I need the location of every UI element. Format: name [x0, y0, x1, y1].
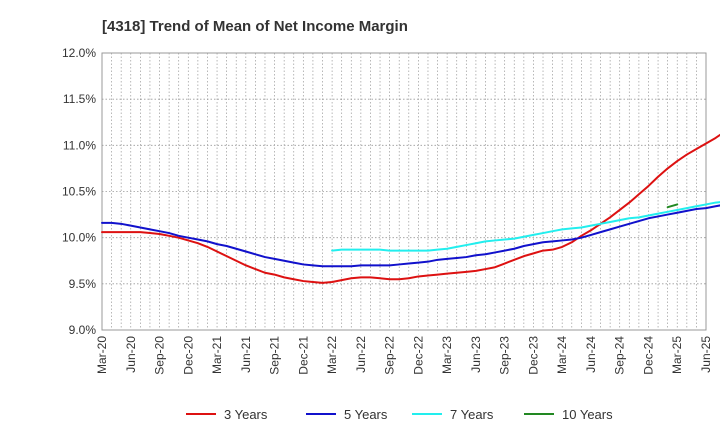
y-tick-label: 9.0%: [69, 323, 97, 337]
legend-item-3-years: 3 Years: [186, 407, 268, 422]
x-tick-label: Dec-20: [181, 336, 195, 375]
x-tick-label: Jun-23: [469, 336, 483, 373]
series-lines: [101, 133, 720, 284]
legend-item-5-years: 5 Years: [306, 407, 388, 422]
legend-item-7-years: 7 Years: [412, 407, 494, 422]
x-tick-label: Sep-20: [153, 336, 167, 375]
y-tick-label: 10.0%: [62, 231, 96, 245]
legend-label: 5 Years: [344, 407, 388, 422]
y-tick-label: 12.0%: [62, 46, 96, 60]
legend: 3 Years 5 Years 7 Years 10 Years: [186, 407, 613, 422]
x-tick-label: Dec-23: [526, 336, 540, 375]
x-tick-label: Jun-25: [699, 336, 713, 373]
x-axis-ticks: Mar-20 Jun-20 Sep-20 Dec-20 Mar-21 Jun-21 Sep-…: [95, 336, 713, 375]
legend-label: 3 Years: [224, 407, 268, 422]
y-tick-label: 9.5%: [69, 277, 97, 291]
x-tick-label: Dec-24: [641, 336, 655, 375]
x-tick-label: Sep-22: [383, 336, 397, 375]
x-tick-label: Dec-22: [411, 336, 425, 375]
y-tick-label: 10.5%: [62, 185, 96, 199]
y-tick-label: 11.0%: [63, 138, 96, 152]
series-line-7-years: [331, 201, 720, 252]
x-tick-label: Mar-25: [670, 336, 684, 374]
x-tick-label: Jun-24: [584, 336, 598, 373]
x-tick-label: Jun-20: [124, 336, 138, 373]
y-tick-label: 11.5%: [63, 92, 96, 106]
series-line-10-years: [666, 203, 679, 209]
legend-label: 10 Years: [562, 407, 613, 422]
x-tick-label: Mar-21: [210, 336, 224, 374]
grid: [102, 53, 706, 330]
series-line-3-years: [101, 133, 720, 284]
x-tick-label: Mar-20: [95, 336, 109, 374]
x-tick-label: Dec-21: [296, 336, 310, 375]
legend-item-10-years: 10 Years: [524, 407, 613, 422]
x-tick-label: Mar-22: [325, 336, 339, 374]
x-tick-label: Sep-24: [613, 336, 627, 375]
series-line-5-years: [101, 204, 720, 268]
x-tick-label: Jun-21: [239, 336, 253, 373]
x-tick-label: Mar-24: [555, 336, 569, 374]
y-axis-ticks: 9.0% 9.5% 10.0% 10.5% 11.0% 11.5% 12.0%: [62, 46, 96, 337]
x-tick-label: Mar-23: [440, 336, 454, 374]
x-tick-label: Sep-21: [268, 336, 282, 375]
chart-title: [4318] Trend of Mean of Net Income Margi…: [102, 18, 408, 35]
x-tick-label: Jun-22: [354, 336, 368, 373]
x-tick-label: Sep-23: [498, 336, 512, 375]
legend-label: 7 Years: [450, 407, 494, 422]
